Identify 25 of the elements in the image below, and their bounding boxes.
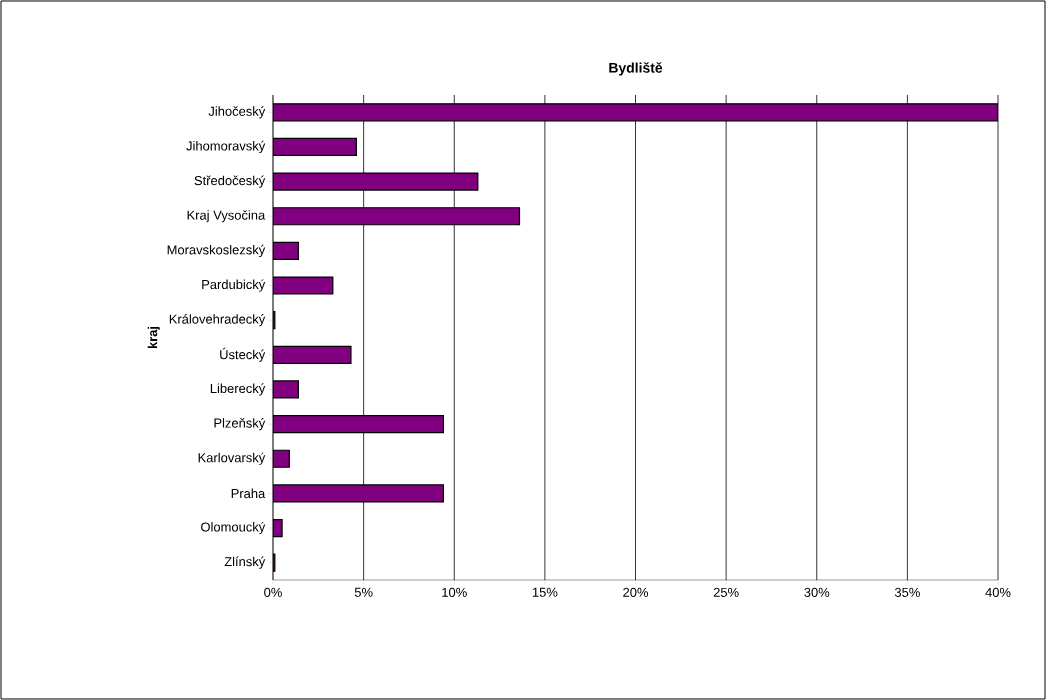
x-tick-label: 0% [264,587,282,597]
y-tick-label: Liberecký [210,383,266,396]
y-tick-label: Moravskoslezský [167,244,266,257]
x-tick-label: 15% [532,587,558,597]
x-tick-label: 20% [623,587,649,597]
y-tick-label: Olomoucký [201,521,266,535]
x-tick-label: 10% [442,587,467,597]
x-tick-label: 25% [713,587,739,597]
y-tick-label: Jihomoravský [186,140,266,154]
y-tick-label: Karlovarský [198,452,266,465]
y-tick-label: Kraj Vysočina [187,210,266,223]
chart-title: Bydliště [609,62,663,76]
y-tick-label: Ústecký [220,347,266,362]
x-tick-label: 30% [804,587,830,597]
y-tick-label: Pardubický [202,279,266,292]
x-tick-label: 40% [985,587,1011,597]
y-tick-label: Středočeský [194,175,266,188]
x-tick-label: 35% [894,587,920,597]
y-axis-title: kraj [147,326,160,349]
y-tick-label: Praha [231,488,266,499]
y-tick-label: Královehradecký [169,314,266,327]
y-tick-label: Zlínský [224,556,266,569]
y-tick-label: Plzeňský [214,417,266,431]
x-tick-label: 5% [354,587,373,597]
y-tick-label: Jihočeský [208,106,266,119]
